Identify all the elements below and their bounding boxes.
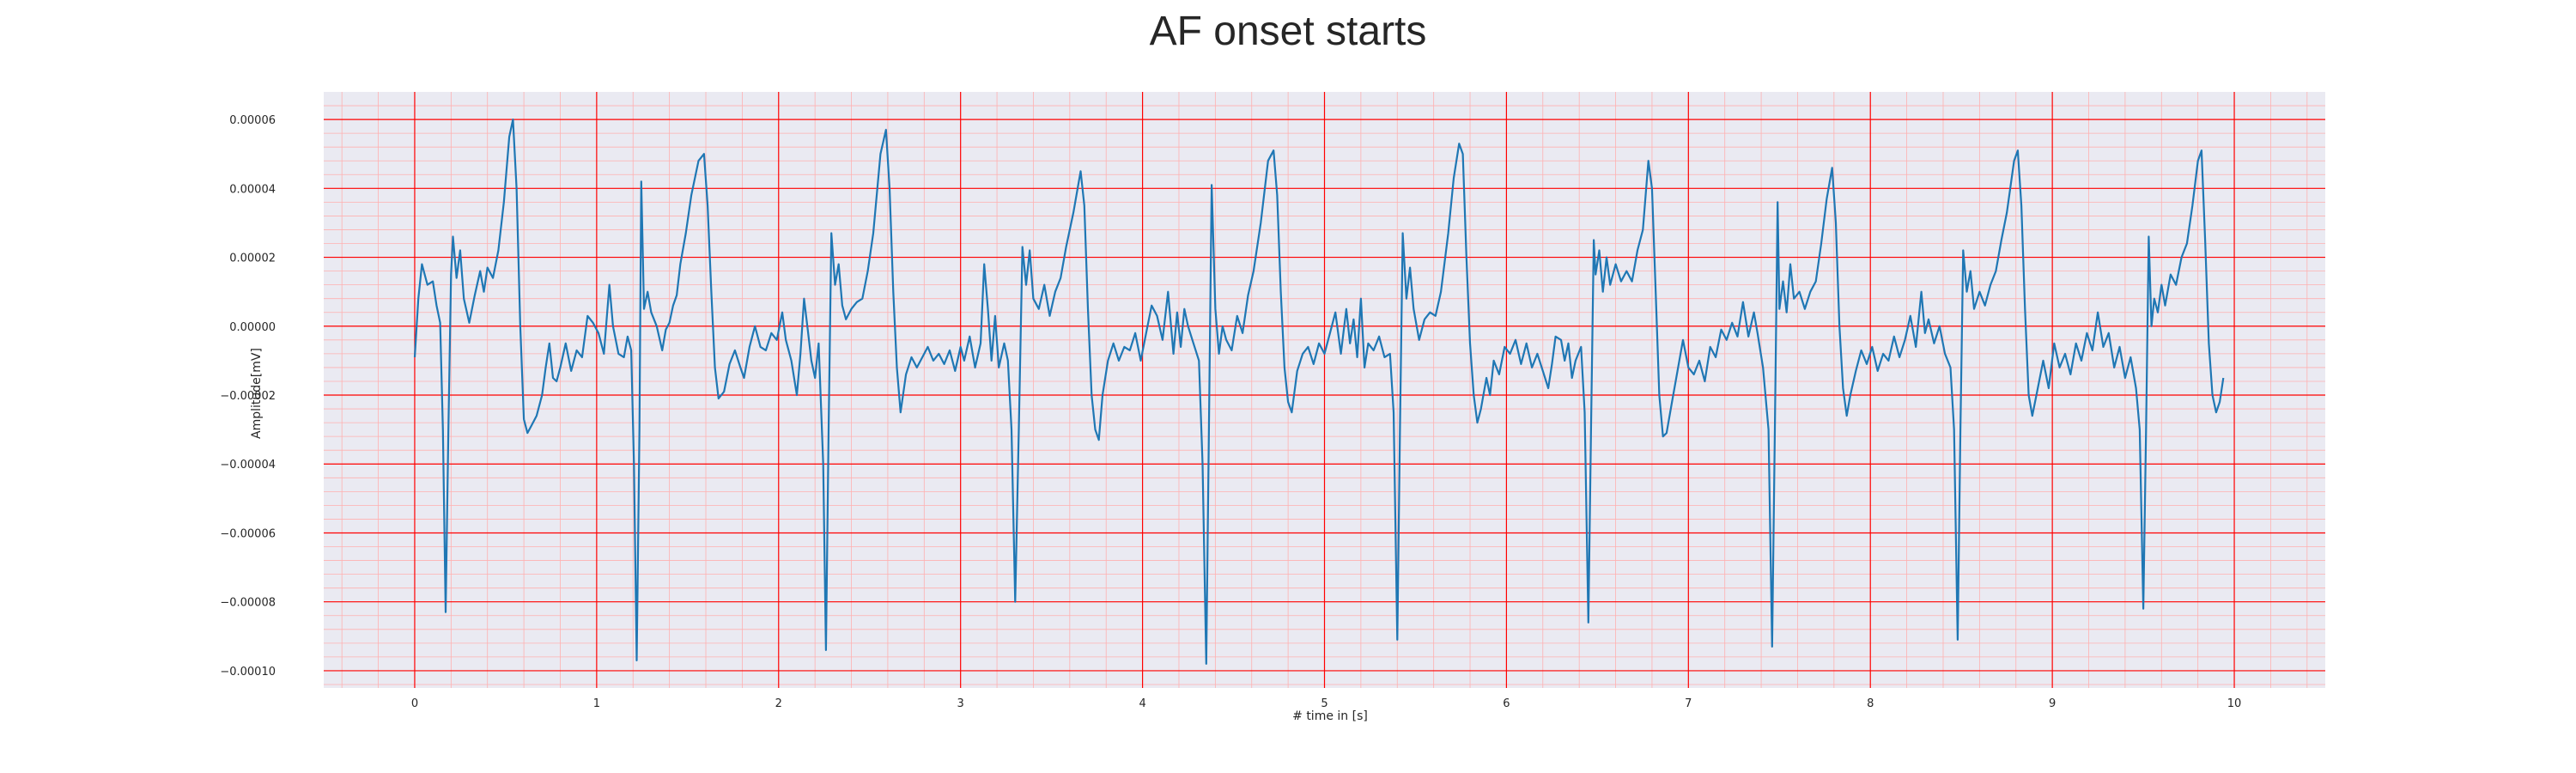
series-line bbox=[413, 119, 2225, 665]
x-axis-label: # time in [s] bbox=[1292, 709, 1368, 723]
x-tick-label: 2 bbox=[775, 697, 782, 710]
major-grid bbox=[324, 92, 2325, 688]
x-tick-label: 3 bbox=[957, 697, 964, 710]
x-tick-label: 8 bbox=[1867, 697, 1874, 710]
y-tick-label: 0.00004 bbox=[229, 183, 276, 196]
x-tick-label: 0 bbox=[411, 697, 418, 710]
y-axis-ticks: 0.00006 0.00004 0.00002 0.00000 −0.00002 −0.0… bbox=[220, 114, 276, 679]
y-tick-label: 0.00000 bbox=[229, 321, 276, 334]
y-tick-label: −0.00010 bbox=[220, 666, 276, 679]
y-tick-label: −0.00002 bbox=[220, 390, 276, 403]
y-tick-label: −0.00008 bbox=[220, 597, 276, 610]
y-axis-label: Amplitude[mV] bbox=[250, 348, 264, 439]
x-tick-label: 10 bbox=[2227, 697, 2242, 710]
x-tick-label: 6 bbox=[1503, 697, 1510, 710]
y-tick-label: 0.00006 bbox=[229, 114, 276, 127]
x-tick-label: 9 bbox=[2049, 697, 2056, 710]
x-tick-label: 7 bbox=[1685, 697, 1692, 710]
chart-title: AF onset starts bbox=[1150, 9, 1427, 54]
y-tick-label: −0.00006 bbox=[220, 527, 276, 540]
x-tick-label: 5 bbox=[1321, 697, 1327, 710]
x-tick-label: 4 bbox=[1139, 697, 1145, 710]
x-axis-ticks: 0 1 2 3 4 5 6 7 8 9 10 bbox=[411, 697, 2242, 710]
x-tick-label: 1 bbox=[593, 697, 600, 710]
y-tick-label: −0.00004 bbox=[220, 459, 276, 472]
y-tick-label: 0.00002 bbox=[229, 253, 276, 265]
